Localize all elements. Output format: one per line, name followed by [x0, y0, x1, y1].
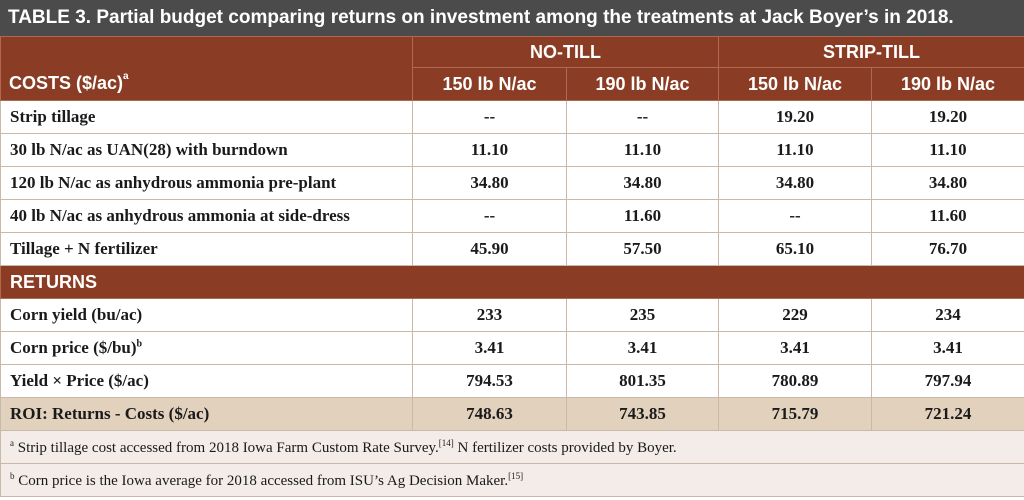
- cell-value: 801.35: [565, 364, 720, 398]
- row-label: 30 lb N/ac as UAN(28) with burndown: [0, 133, 413, 167]
- cell-value: 19.20: [871, 100, 1024, 134]
- cell-value: 11.60: [871, 199, 1024, 233]
- budget-table: COSTS ($/ac)a NO-TILL STRIP-TILL 150 lb …: [0, 36, 1024, 497]
- roi-row: ROI: Returns - Costs ($/ac) 748.63 743.8…: [0, 397, 1024, 431]
- column-header: 190 lb N/ac: [565, 67, 720, 101]
- row-label: Yield × Price ($/ac): [0, 364, 413, 398]
- footnote-row: b Corn price is the Iowa average for 201…: [0, 463, 1024, 497]
- table-row: 120 lb N/ac as anhydrous ammonia pre-pla…: [0, 166, 1024, 200]
- group-header-no-till: NO-TILL: [411, 36, 720, 68]
- footnote-row: a Strip tillage cost accessed from 2018 …: [0, 430, 1024, 464]
- cell-value: 34.80: [871, 166, 1024, 200]
- cell-value: 233: [412, 298, 567, 332]
- table-row: 30 lb N/ac as UAN(28) with burndown 11.1…: [0, 133, 1024, 167]
- row-label: ROI: Returns - Costs ($/ac): [0, 397, 413, 431]
- cell-value: 3.41: [412, 331, 567, 365]
- table-title: Partial budget comparing returns on inve…: [96, 7, 954, 28]
- cell-value: --: [412, 199, 567, 233]
- cell-value: 748.63: [412, 397, 567, 431]
- cell-value: 11.10: [871, 133, 1024, 167]
- costs-header: COSTS ($/ac)a: [0, 36, 413, 101]
- row-label: 120 lb N/ac as anhydrous ammonia pre-pla…: [0, 166, 413, 200]
- cell-value: 794.53: [412, 364, 567, 398]
- cell-value: 11.10: [718, 133, 873, 167]
- table-number: TABLE 3.: [8, 7, 92, 28]
- footnote-marker: b: [136, 338, 143, 350]
- cell-value: --: [718, 199, 873, 233]
- cell-value: 65.10: [718, 232, 873, 266]
- row-label: Strip tillage: [0, 100, 413, 134]
- cell-value: 715.79: [718, 397, 873, 431]
- table-row: Tillage + N fertilizer 45.90 57.50 65.10…: [0, 232, 1024, 266]
- header-row-groups: COSTS ($/ac)a NO-TILL STRIP-TILL: [0, 36, 1024, 101]
- cell-value: 34.80: [565, 166, 720, 200]
- footnote: a Strip tillage cost accessed from 2018 …: [0, 430, 1024, 464]
- cell-value: 45.90: [412, 232, 567, 266]
- cell-value: 34.80: [718, 166, 873, 200]
- row-label: Tillage + N fertilizer: [0, 232, 413, 266]
- cell-value: 743.85: [565, 397, 720, 431]
- table-row: Corn yield (bu/ac) 233 235 229 234: [0, 298, 1024, 332]
- cell-value: 11.10: [412, 133, 567, 167]
- returns-section-header: RETURNS: [0, 265, 1024, 299]
- row-label: 40 lb N/ac as anhydrous ammonia at side-…: [0, 199, 413, 233]
- group-header-strip-till: STRIP-TILL: [718, 36, 1024, 68]
- cell-value: 797.94: [871, 364, 1024, 398]
- column-header: 150 lb N/ac: [718, 67, 873, 101]
- table-row: Corn price ($/bu)b 3.41 3.41 3.41 3.41: [0, 331, 1024, 365]
- cell-value: 780.89: [718, 364, 873, 398]
- returns-label: RETURNS: [0, 265, 1024, 299]
- row-label: Corn price ($/bu)b: [0, 331, 413, 365]
- table-caption: TABLE 3. Partial budget comparing return…: [0, 0, 1024, 36]
- cell-value: 3.41: [718, 331, 873, 365]
- cell-value: 57.50: [565, 232, 720, 266]
- cell-value: 234: [871, 298, 1024, 332]
- footnote: b Corn price is the Iowa average for 201…: [0, 463, 1024, 497]
- cell-value: 11.10: [565, 133, 720, 167]
- cell-value: 721.24: [871, 397, 1024, 431]
- table-row: Strip tillage -- -- 19.20 19.20: [0, 100, 1024, 134]
- cell-value: 11.60: [565, 199, 720, 233]
- cell-value: --: [565, 100, 720, 134]
- column-header: 150 lb N/ac: [412, 67, 567, 101]
- row-label: Corn yield (bu/ac): [0, 298, 413, 332]
- cell-value: --: [412, 100, 567, 134]
- table-row: Yield × Price ($/ac) 794.53 801.35 780.8…: [0, 364, 1024, 398]
- cell-value: 235: [565, 298, 720, 332]
- cell-value: 229: [718, 298, 873, 332]
- cell-value: 3.41: [565, 331, 720, 365]
- cell-value: 19.20: [718, 100, 873, 134]
- cell-value: 3.41: [871, 331, 1024, 365]
- table-row: 40 lb N/ac as anhydrous ammonia at side-…: [0, 199, 1024, 233]
- cell-value: 76.70: [871, 232, 1024, 266]
- header-row-rates: 150 lb N/ac 190 lb N/ac 150 lb N/ac 190 …: [1, 67, 1024, 101]
- cell-value: 34.80: [412, 166, 567, 200]
- column-header: 190 lb N/ac: [871, 67, 1024, 101]
